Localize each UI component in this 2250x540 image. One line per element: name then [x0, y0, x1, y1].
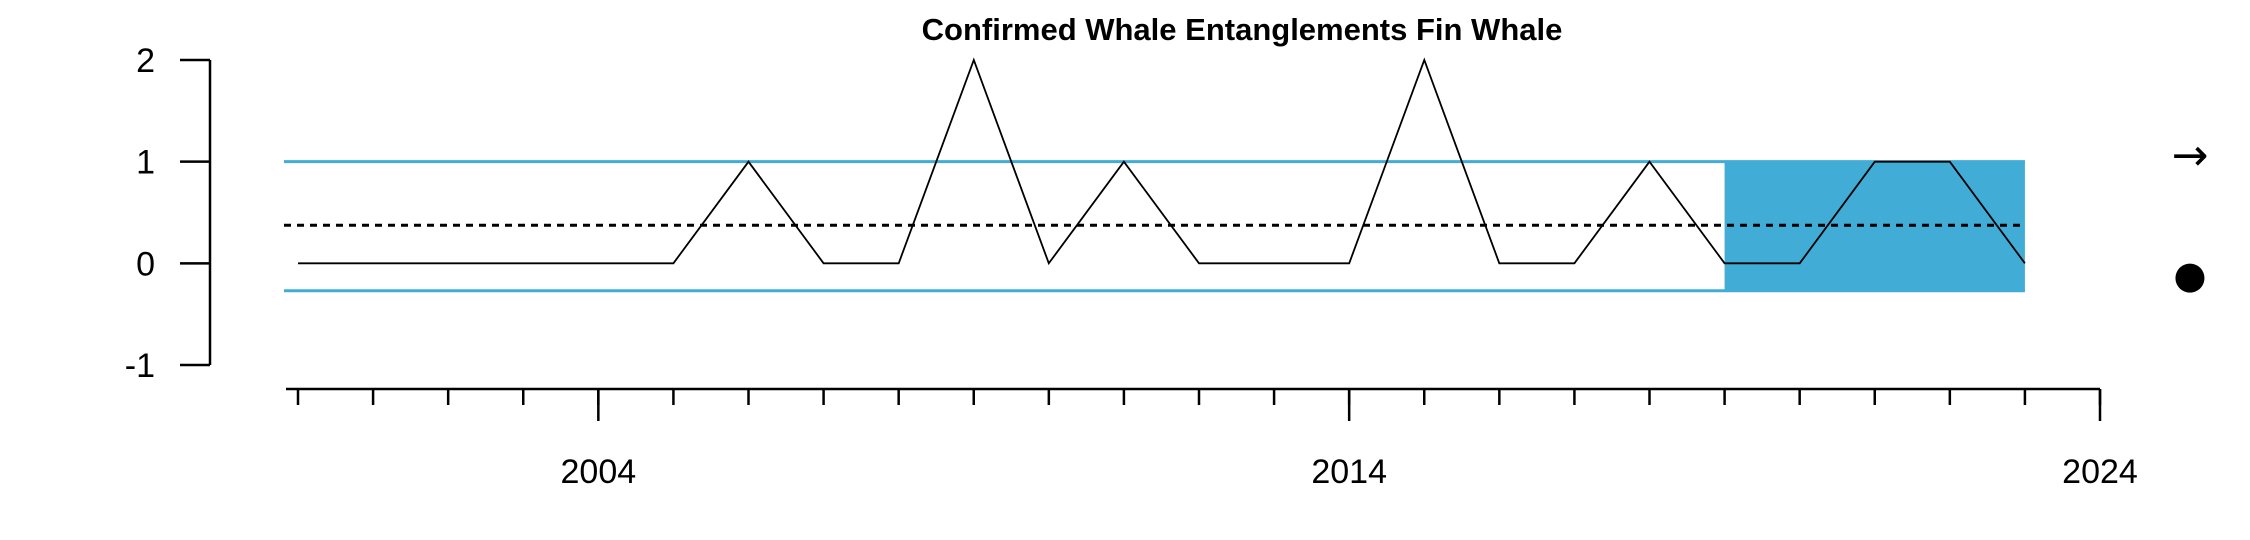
- chart-title: Confirmed Whale Entanglements Fin Whale: [922, 12, 1563, 47]
- x-tick-label: 2004: [561, 453, 637, 491]
- series-line: [298, 57, 2026, 266]
- x-tick-label: 2024: [2062, 453, 2138, 491]
- trend-arrow-icon: →: [2172, 130, 2209, 181]
- status-dot-icon: ●: [2173, 253, 2206, 297]
- y-tick-label: 0: [136, 245, 155, 283]
- y-tick-label: -1: [125, 347, 155, 385]
- y-tick-label: 2: [136, 42, 155, 80]
- x-tick-label: 2014: [1311, 453, 1387, 491]
- y-tick-label: 1: [136, 144, 155, 182]
